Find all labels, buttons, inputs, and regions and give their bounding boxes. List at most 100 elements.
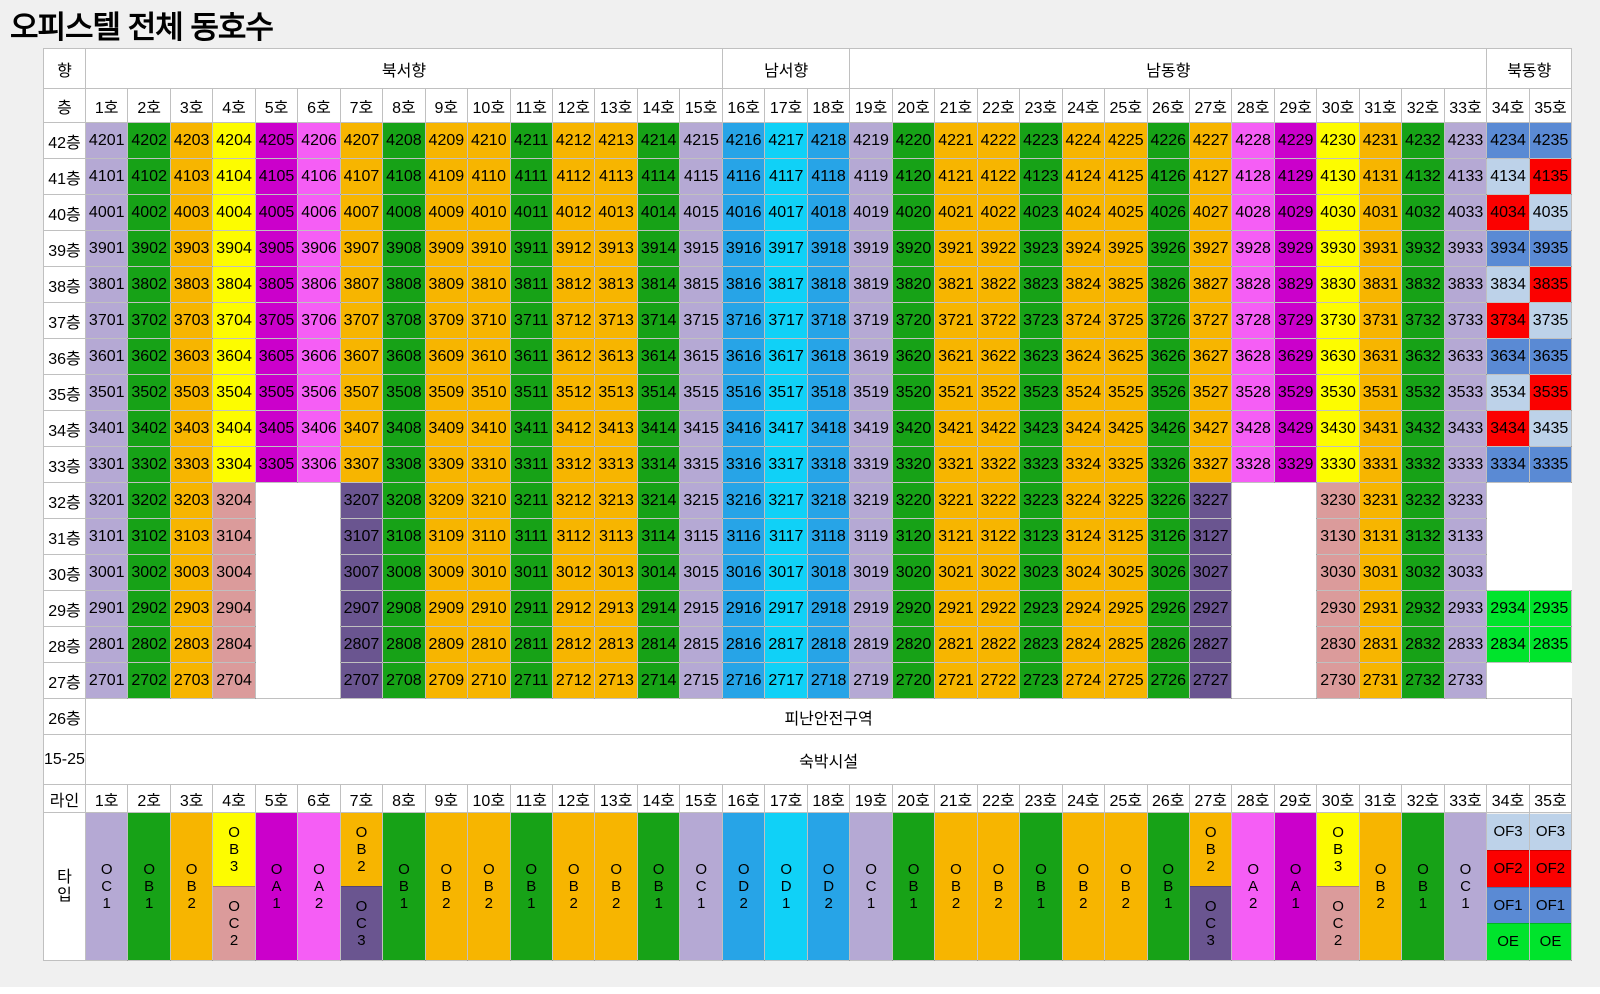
unit-cell: 3808 (382, 266, 426, 303)
unit-cell: 3905 (254, 230, 299, 267)
unit-cell: 2820 (891, 626, 936, 663)
unit-cell: 3621 (934, 338, 978, 375)
unit-cell: 3911 (509, 230, 553, 267)
line-unit-header: 30호 (1316, 784, 1360, 813)
unit-cell: 2933 (1443, 590, 1488, 627)
unit-cell: 2720 (891, 662, 936, 699)
unit-cell: 4025 (1104, 194, 1148, 231)
unit-cell: 3231 (1358, 482, 1403, 519)
unit-cell: 3316 (721, 446, 766, 483)
unit-cell: 3818 (806, 266, 851, 303)
unit-cell: 3916 (721, 230, 766, 267)
unit-cell: 3715 (679, 302, 723, 339)
unit-cell: 3501 (84, 374, 129, 411)
empty-cell (255, 662, 298, 699)
unit-cell: 3433 (1443, 410, 1488, 447)
unit-cell: 3004 (212, 554, 256, 591)
unit-cell: 4009 (424, 194, 469, 231)
unit-cell: 3623 (1019, 338, 1063, 375)
unit-cell: 3722 (976, 302, 1021, 339)
unit-cell: 3527 (1188, 374, 1233, 411)
unit-cell: 2809 (424, 626, 469, 663)
type-quarter: OF2 (1530, 850, 1571, 887)
unit-cell: 3730 (1316, 302, 1360, 339)
unit-cell: 2903 (169, 590, 214, 627)
unit-cell: 3807 (339, 266, 384, 303)
unit-cell: 3327 (1188, 446, 1233, 483)
unit-cell: 3328 (1231, 446, 1275, 483)
empty-cell (1529, 518, 1572, 555)
unit-cell: 3717 (764, 302, 808, 339)
unit-cell: 3401 (84, 410, 129, 447)
empty-cell (255, 590, 298, 627)
unit-cell: 3120 (891, 518, 936, 555)
unit-cell: 3030 (1316, 554, 1360, 591)
unit-cell: 2815 (679, 626, 723, 663)
unit-cell: 3404 (212, 410, 256, 447)
unit-cell: 3817 (764, 266, 808, 303)
unit-cell: 4008 (382, 194, 426, 231)
unit-cell: 3308 (382, 446, 426, 483)
unit-cell: 4108 (382, 158, 426, 195)
unit-cell: 3632 (1401, 338, 1445, 375)
unit-cell: 3330 (1316, 446, 1360, 483)
unit-cell: 4207 (339, 122, 384, 159)
unit-cell: 4124 (1061, 158, 1106, 195)
unit-cell: 2802 (127, 626, 171, 663)
unit-cell: 4210 (467, 122, 511, 159)
unit-cell: 2834 (1486, 626, 1530, 663)
unit-cell: 2811 (509, 626, 553, 663)
unit-cell: 2716 (721, 662, 766, 699)
unit-cell: 4016 (721, 194, 766, 231)
unit-cell: 4006 (297, 194, 341, 231)
unit-cell: 3821 (934, 266, 978, 303)
unit-header: 6호 (297, 88, 341, 123)
unit-cell: 2711 (509, 662, 553, 699)
unit-cell: 3303 (169, 446, 214, 483)
unit-header: 13호 (594, 88, 638, 123)
unit-cell: 4116 (721, 158, 766, 195)
line-unit-header: 2호 (127, 784, 171, 813)
unit-cell: 3424 (1061, 410, 1106, 447)
unit-cell: 2808 (382, 626, 426, 663)
unit-cell: 3233 (1443, 482, 1488, 519)
unit-cell: 4123 (1019, 158, 1063, 195)
unit-cell: 4014 (636, 194, 681, 231)
unit-cell: 3419 (849, 410, 893, 447)
direction-header: 남서향 (721, 48, 851, 89)
line-unit-header: 18호 (806, 784, 851, 813)
line-unit-header: 14호 (636, 784, 681, 813)
unit-header: 34호 (1486, 88, 1530, 123)
empty-cell (1274, 518, 1317, 555)
line-unit-header: 10호 (467, 784, 511, 813)
unit-cell: 3908 (382, 230, 426, 267)
unit-cell: 3325 (1104, 446, 1148, 483)
unit-cell: 4225 (1104, 122, 1148, 159)
unit-cell: 3502 (127, 374, 171, 411)
unit-cell: 3226 (1146, 482, 1190, 519)
unit-cell: 3016 (721, 554, 766, 591)
unit-cell: 3912 (551, 230, 596, 267)
unit-cell: 2725 (1104, 662, 1148, 699)
unit-cell: 2723 (1019, 662, 1063, 699)
line-unit-header: 17호 (764, 784, 808, 813)
line-unit-header: 3호 (169, 784, 214, 813)
unit-cell: 4118 (806, 158, 851, 195)
unit-cell: 3518 (806, 374, 851, 411)
unit-cell: 3314 (636, 446, 681, 483)
unit-cell: 3903 (169, 230, 214, 267)
unit-cell: 4223 (1019, 122, 1063, 159)
unit-cell: 3705 (254, 302, 299, 339)
unit-header: 17호 (764, 88, 808, 123)
unit-cell: 2721 (934, 662, 978, 699)
unit-cell: 3010 (467, 554, 511, 591)
unit-cell: 3333 (1443, 446, 1488, 483)
unit-cell: 2918 (806, 590, 851, 627)
unit-cell: 2920 (891, 590, 936, 627)
